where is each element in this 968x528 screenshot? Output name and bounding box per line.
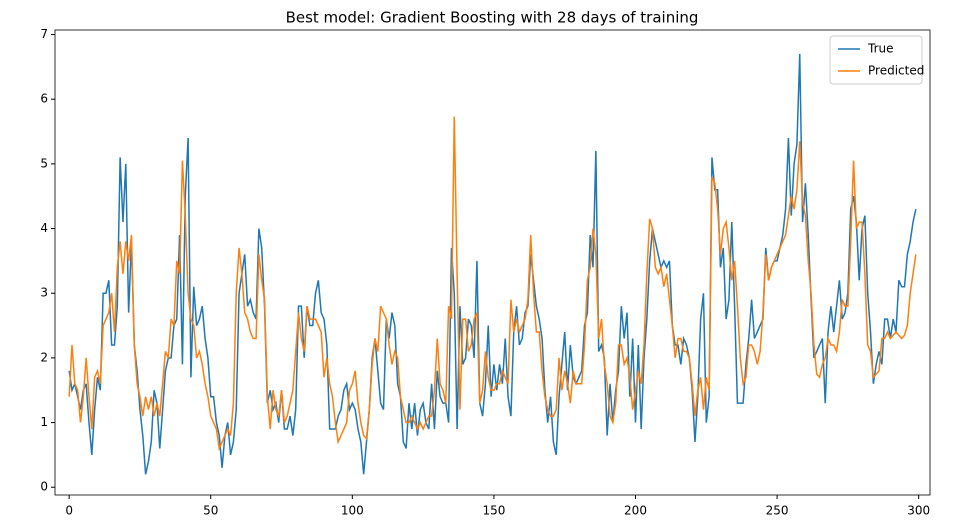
x-tick-label: 0 xyxy=(65,504,73,518)
x-tick-label: 250 xyxy=(766,504,789,518)
plot-frame xyxy=(54,29,931,496)
x-tick-label: 50 xyxy=(203,504,218,518)
line xyxy=(68,116,917,452)
legend-label: Predicted xyxy=(868,64,924,78)
x-tick-label: 100 xyxy=(341,504,364,518)
y-tick-label: 3 xyxy=(40,286,48,300)
legend-box xyxy=(829,35,923,85)
y-tick-label: 7 xyxy=(40,27,48,41)
legend-label: True xyxy=(867,42,894,56)
x-tick-label: 300 xyxy=(907,504,930,518)
y-tick-label: 5 xyxy=(40,156,48,170)
y-tick-label: 0 xyxy=(40,480,48,494)
y-tick-label: 4 xyxy=(40,221,48,235)
y-tick-label: 6 xyxy=(40,92,48,106)
x-tick-label: 200 xyxy=(624,504,647,518)
y-tick-label: 1 xyxy=(40,415,48,429)
x-tick-label: 150 xyxy=(482,504,505,518)
y-tick-label: 2 xyxy=(40,350,48,364)
chart-title: Best model: Gradient Boosting with 28 da… xyxy=(286,9,699,27)
line xyxy=(68,53,917,475)
